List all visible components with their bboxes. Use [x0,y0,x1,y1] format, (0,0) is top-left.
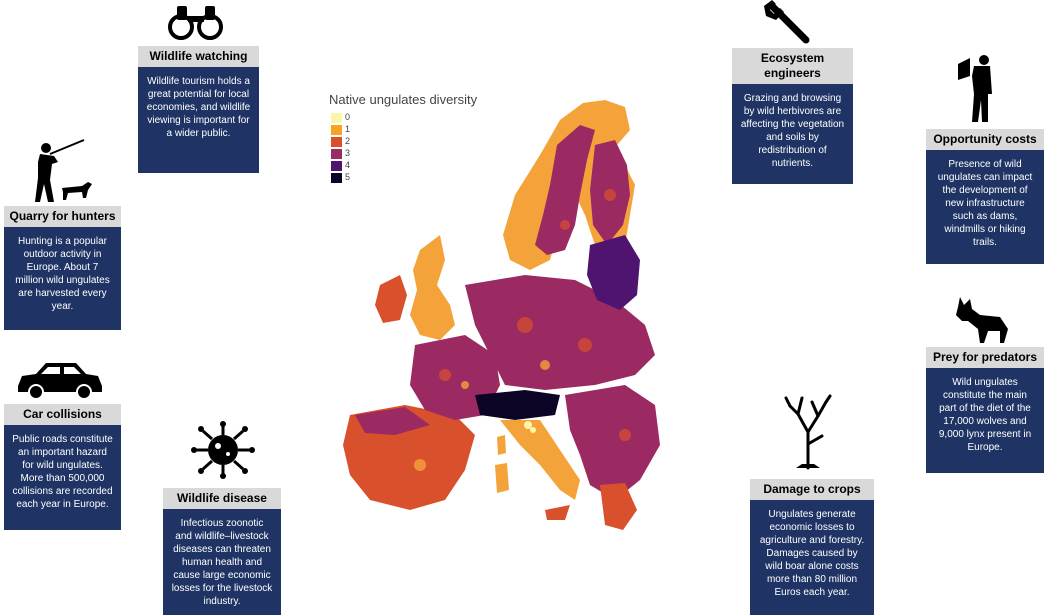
sardinia-region [495,463,509,493]
car-collisions-card: Car collisions Public roads constitute a… [4,404,121,530]
dead-tree-icon [784,394,832,470]
card-text: Public roads constitute an important haz… [4,425,121,530]
wrench-icon [764,0,810,44]
card-text: Hunting is a popular outdoor activity in… [4,227,121,330]
card-title: Wildlife watching [138,46,259,67]
card-title: Opportunity costs [926,129,1044,150]
wildlife-watching-card: Wildlife watching Wildlife tourism holds… [138,46,259,173]
legend-item-1: 1 [331,124,350,135]
legend-item-2: 2 [331,136,350,147]
card-text: Grazing and browsing by wild herbivores … [732,84,853,184]
virus-icon [191,421,255,479]
card-text: Wildlife tourism holds a great potential… [138,67,259,173]
baltic-region [587,235,640,310]
hunter-icon [35,139,92,202]
legend-item-5: 5 [331,172,350,183]
legend-item-3: 3 [331,148,350,159]
card-title: Quarry for hunters [4,206,121,227]
card-text: Presence of wild ungulates can impact th… [926,150,1044,264]
binoculars-icon [168,6,223,40]
card-title: Ecosystem engineers [732,48,853,84]
car-icon [18,363,102,400]
greece-region [600,483,637,530]
ecosystem-engineers-card: Ecosystem engineers Grazing and browsing… [732,48,853,184]
damage-to-crops-card: Damage to crops Ungulates generate econo… [750,479,874,615]
legend-item-0: 0 [331,112,350,123]
italy-region [500,420,580,500]
iberia-north [355,407,430,435]
card-title: Damage to crops [750,479,874,500]
wolf-icon [956,297,1008,343]
alps-region [475,390,560,420]
card-title: Prey for predators [926,347,1044,368]
wildlife-disease-card: Wildlife disease Infectious zoonotic and… [163,488,281,615]
legend-item-4: 4 [331,160,350,171]
corsica-region [497,435,506,455]
card-text: Wild ungulates constitute the main part … [926,368,1044,473]
britain-region [410,235,455,340]
europe-diversity-map [343,100,660,530]
card-title: Wildlife disease [163,488,281,509]
prey-for-predators-card: Prey for predators Wild ungulates consti… [926,347,1044,473]
quarry-for-hunters-card: Quarry for hunters Hunting is a popular … [4,206,121,330]
card-text: Infectious zoonotic and wildlife–livesto… [163,509,281,615]
sicily-region [545,505,570,520]
legend-title: Native ungulates diversity [329,92,478,107]
person-with-map-icon [958,55,992,122]
sweden-region [535,125,595,255]
balkans-region [565,385,660,500]
ireland-region [375,275,407,323]
card-title: Car collisions [4,404,121,425]
opportunity-costs-card: Opportunity costs Presence of wild ungul… [926,129,1044,264]
card-text: Ungulates generate economic losses to ag… [750,500,874,615]
